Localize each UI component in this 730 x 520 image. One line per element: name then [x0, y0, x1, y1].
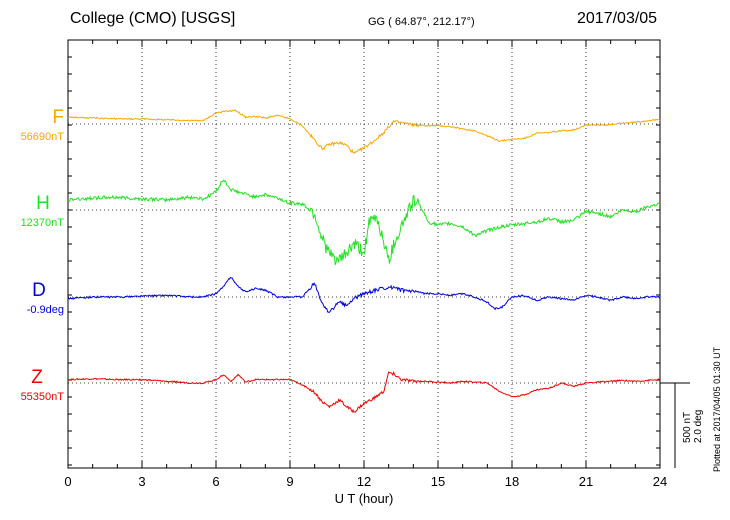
component-d-letter: D [32, 280, 46, 301]
component-z-baseline: 55350nT [20, 391, 64, 403]
component-f-baseline: 56690nT [20, 131, 64, 143]
x-tick-label: 21 [579, 474, 593, 489]
date-label: 2017/03/05 [577, 10, 658, 27]
component-f-letter: F [52, 107, 64, 128]
x-tick-label: 6 [212, 474, 219, 489]
component-h-letter: H [36, 193, 50, 214]
x-tick-label: 24 [653, 474, 667, 489]
x-axis-label: U T (hour) [335, 491, 394, 506]
tick-layer [67, 40, 661, 468]
scale-deg-label: 2.0 deg [693, 409, 704, 443]
series-line-h [67, 179, 661, 265]
series-line-d [67, 276, 661, 313]
component-h-label: H 12370nT [10, 193, 64, 229]
coordinates-label: GG ( 64.87°, 212.17°) [368, 16, 475, 28]
component-z-letter: Z [31, 367, 43, 388]
series-line-f [67, 109, 661, 155]
component-f-label: F 56690nT [20, 107, 64, 143]
x-tick-label: 3 [138, 474, 145, 489]
x-tick-label: 15 [431, 474, 445, 489]
station-title: College (CMO) [USGS] [70, 10, 236, 27]
component-d-label: D -0.9deg [14, 280, 64, 316]
x-tick-label: 9 [286, 474, 293, 489]
series-layer [67, 109, 661, 414]
x-tick-label: 0 [64, 474, 71, 489]
component-h-baseline: 12370nT [20, 217, 64, 229]
x-tick-labels: 0 3 6 9 12 15 18 21 24 [64, 474, 667, 489]
scale-legend: 500 nT 2.0 deg [682, 410, 704, 443]
x-tick-label: 18 [505, 474, 519, 489]
plotted-timestamp: Plotted at 2017/04/05 01:30 UT [712, 346, 722, 472]
x-tick-label: 12 [357, 474, 371, 489]
scale-nt-label: 500 nT [682, 411, 693, 443]
component-z-label: Z 55350nT [10, 367, 64, 403]
series-line-z [67, 370, 660, 414]
component-d-baseline: -0.9deg [26, 304, 64, 316]
